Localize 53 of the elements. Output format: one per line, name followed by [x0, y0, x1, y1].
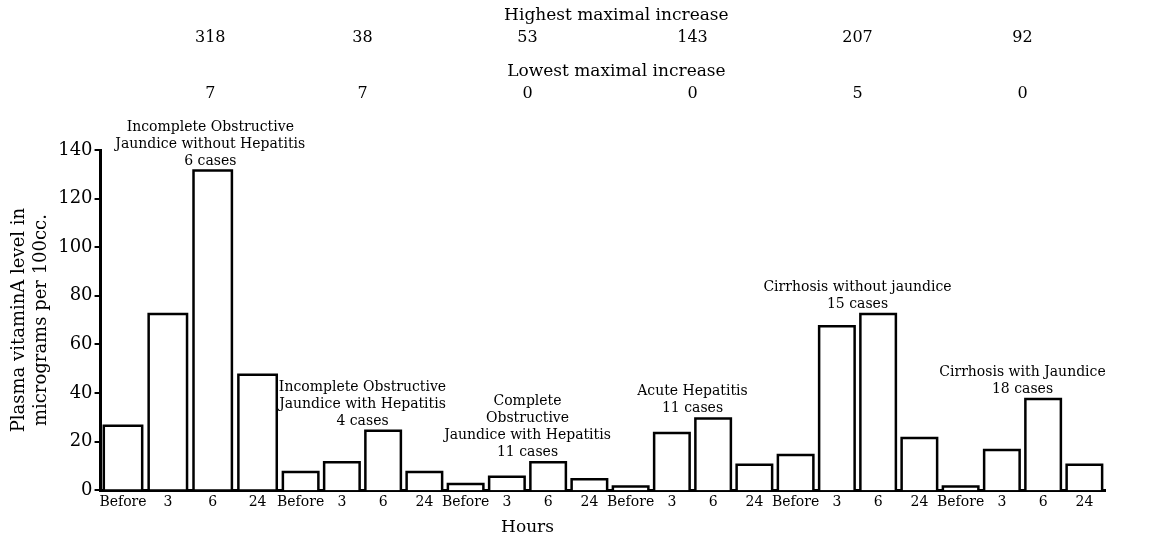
text: 5 — [852, 83, 863, 103]
x-tick-label: 3 — [163, 493, 173, 510]
text: 143 — [677, 27, 708, 47]
text: 0 — [687, 83, 698, 103]
x-tick-label: 3 — [502, 493, 512, 510]
y-tick-label: 0 — [81, 477, 93, 499]
x-tick-label: 3 — [667, 493, 677, 510]
x-tick-label: 24 — [248, 493, 267, 510]
text: Acute Hepatitis 11 cases — [636, 382, 748, 416]
x-tick-label: 24 — [415, 493, 434, 510]
x-tick-label: 6 — [208, 493, 218, 510]
y-tick-label: 80 — [69, 283, 93, 305]
text: 38 — [352, 27, 373, 47]
y-tick-label: 120 — [58, 186, 93, 208]
x-tick-label: 3 — [832, 493, 842, 510]
x-tick-label: 6 — [378, 493, 388, 510]
x-tick-label: 3 — [997, 493, 1007, 510]
x-tick-label: 24 — [580, 493, 599, 510]
y-tick-label: 20 — [69, 429, 93, 451]
text: 0 — [522, 83, 533, 103]
text: 7 — [205, 83, 216, 103]
x-tick-label: Before — [772, 493, 820, 510]
x-tick-label: 6 — [1038, 493, 1048, 510]
y-tick-label: 140 — [58, 137, 93, 159]
text: Lowest maximal increase — [507, 60, 726, 80]
text: 53 — [517, 27, 538, 47]
y-axis-title: Plasma vitaminA level in micrograms per 100cc. — [7, 207, 51, 433]
x-axis-title: Hours — [501, 515, 554, 535]
text: 92 — [1012, 27, 1033, 47]
text: Cirrhosis without jaundice 15 cases — [763, 277, 952, 311]
x-tick-label: 24 — [745, 493, 764, 510]
y-tick-label: 40 — [69, 380, 93, 402]
x-tick-label: 24 — [1075, 493, 1094, 510]
x-tick-label: 6 — [708, 493, 718, 510]
x-tick-label: Before — [607, 493, 655, 510]
x-tick-label: 24 — [910, 493, 929, 510]
text: Incomplete Obstructive Jaundice with Hepatitis 4 cases — [277, 377, 447, 428]
x-tick-label: 3 — [337, 493, 347, 510]
x-tick-label: Before — [442, 493, 490, 510]
x-tick-label: 6 — [873, 493, 883, 510]
x-tick-label: Before — [99, 493, 147, 510]
y-tick-label: 100 — [58, 234, 93, 256]
chart-title: Incomplete Obstructive Jaundice without Hepatitis 6 cases — [113, 117, 306, 168]
text: 7 — [357, 83, 368, 103]
x-tick-label: 6 — [543, 493, 553, 510]
y-tick-label: 60 — [69, 332, 93, 354]
x-tick-label: Before — [937, 493, 985, 510]
x-tick-label: Before — [277, 493, 325, 510]
text: 207 — [842, 27, 873, 47]
text: Highest maximal increase — [504, 4, 729, 24]
text: Cirrhosis with Jaundice 18 cases — [939, 362, 1106, 396]
text: 318 — [195, 27, 226, 47]
text: 0 — [1017, 83, 1028, 103]
